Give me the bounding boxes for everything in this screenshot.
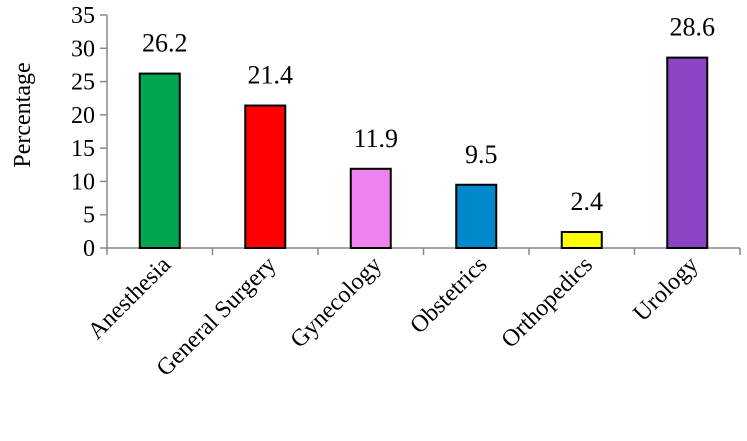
y-axis-ticks: 0 5 10 15 20 25 30 35: [71, 3, 741, 262]
category-label: Orthopedics: [497, 252, 598, 353]
data-label: 2.4: [571, 187, 604, 216]
y-tick-label: 25: [71, 70, 95, 96]
category-label: Gynecology: [286, 252, 387, 353]
y-axis-title: Percentage: [10, 62, 36, 167]
y-tick-label: 35: [71, 3, 95, 29]
data-label: 28.6: [670, 13, 716, 42]
y-tick-label: 10: [71, 169, 95, 195]
bar-anesthesia: [138, 72, 181, 249]
bar-urology: [666, 56, 709, 249]
data-labels: 26.2 21.4 11.9 9.5 2.4 28.6: [142, 13, 715, 216]
data-label: 21.4: [248, 61, 294, 90]
data-label: 11.9: [353, 124, 398, 153]
bars: [138, 56, 709, 249]
data-label: 9.5: [465, 140, 498, 169]
data-label: 26.2: [142, 29, 188, 58]
bar-general-surgery: [244, 104, 287, 249]
y-tick-label: 20: [71, 103, 95, 129]
category-label: Urology: [629, 252, 704, 327]
y-tick-label: 5: [83, 203, 95, 229]
bar-obstetrics: [455, 183, 498, 249]
y-tick-label: 30: [71, 36, 95, 62]
bar-orthopedics: [560, 231, 603, 249]
y-tick-label: 15: [71, 136, 95, 162]
bar-gynecology: [349, 167, 392, 249]
category-label: Anesthesia: [83, 252, 176, 345]
category-label: Obstetrics: [405, 252, 492, 339]
y-tick-label: 0: [83, 236, 95, 262]
